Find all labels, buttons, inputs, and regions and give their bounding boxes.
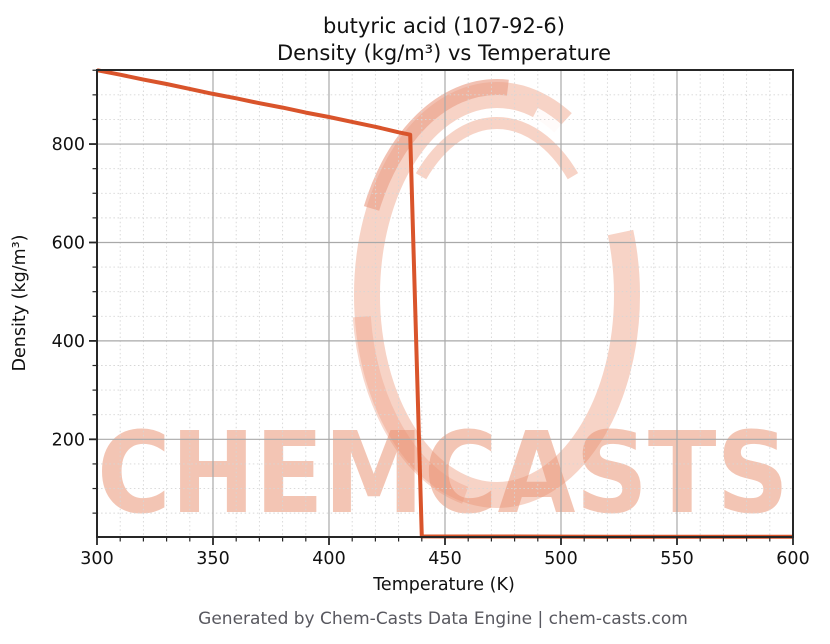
footer-attribution: Generated by Chem-Casts Data Engine | ch… — [198, 609, 688, 629]
x-tick-label: 500 — [544, 549, 577, 569]
y-tick-label: 800 — [52, 135, 85, 155]
y-axis-label: Density (kg/m³) — [10, 235, 30, 372]
chemcasts-logo-watermark: CHEMCASTS — [97, 79, 789, 539]
tick-labels: 300 350 400 450 500 550 600 200 400 600 800 — [52, 135, 810, 569]
watermark-text: CHEMCASTS — [97, 409, 789, 539]
logo-ring-arc — [354, 82, 640, 508]
axis-ticks — [89, 69, 794, 545]
y-tick-label: 600 — [52, 233, 85, 253]
y-tick-label: 200 — [52, 430, 85, 450]
x-tick-label: 550 — [660, 549, 693, 569]
x-tick-label: 400 — [312, 549, 345, 569]
y-tick-label: 400 — [52, 332, 85, 352]
x-tick-label: 350 — [196, 549, 229, 569]
x-tick-label: 450 — [428, 549, 461, 569]
x-axis-label: Temperature (K) — [372, 575, 515, 595]
logo-accent-arc — [351, 79, 643, 511]
plot-frame — [96, 69, 794, 538]
logo-inner-top-arc — [386, 117, 608, 473]
x-tick-label: 600 — [776, 549, 809, 569]
chart-title-line1: butyric acid (107-92-6) — [323, 14, 565, 38]
x-tick-label: 300 — [80, 549, 113, 569]
chart-title-line2: Density (kg/m³) vs Temperature — [277, 41, 611, 65]
